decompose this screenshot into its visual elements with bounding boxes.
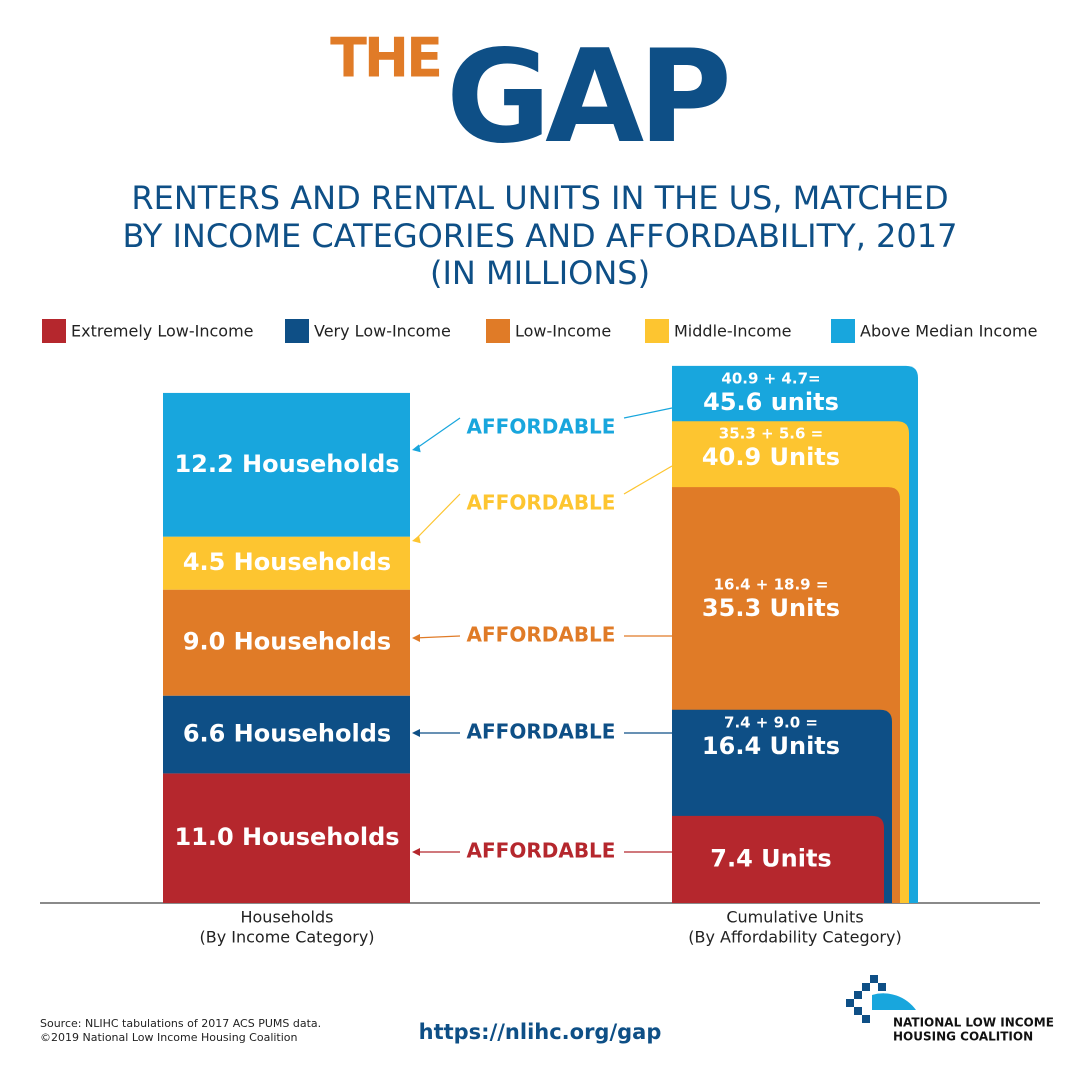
- legend-label: Low-Income: [515, 322, 611, 341]
- household-label: 12.2 Households: [174, 450, 399, 478]
- unit-formula: 7.4 + 9.0 =: [724, 713, 818, 731]
- logo-square: [854, 1007, 862, 1015]
- connector: [623, 465, 673, 495]
- household-label: 4.5 Households: [183, 548, 391, 576]
- url[interactable]: https://nlihc.org/gap: [419, 1020, 662, 1044]
- arrowhead: [412, 848, 420, 856]
- x-sublabel: (By Income Category): [199, 928, 374, 947]
- household-bar: [163, 589, 410, 696]
- logo-icon: [846, 975, 916, 1023]
- unit-label: 45.6 units: [703, 388, 839, 416]
- arrowhead: [412, 634, 420, 642]
- org-name: HOUSING COALITION: [893, 1030, 1033, 1044]
- unit-label: 35.3 Units: [702, 594, 840, 622]
- household-bar: [163, 392, 410, 537]
- legend-label: Very Low-Income: [314, 322, 451, 341]
- unit-label: 40.9 Units: [702, 443, 840, 471]
- title-the: THE: [330, 27, 440, 90]
- affordable-label: AFFORDABLE: [467, 491, 616, 515]
- legend-label: Extremely Low-Income: [71, 322, 254, 341]
- source-line: Source: NLIHC tabulations of 2017 ACS PU…: [40, 1017, 321, 1030]
- x-label: Cumulative Units: [726, 908, 863, 927]
- household-label: 6.6 Households: [183, 720, 391, 748]
- connector: [413, 417, 461, 451]
- title-gap: GAP: [446, 23, 727, 172]
- logo-square: [854, 991, 862, 999]
- logo-square: [846, 999, 854, 1007]
- subtitle-line: (IN MILLIONS): [430, 254, 650, 292]
- arrowhead: [412, 729, 420, 737]
- x-sublabel: (By Affordability Category): [688, 928, 901, 947]
- connector: [413, 493, 461, 542]
- legend-swatch: [831, 319, 855, 343]
- household-label: 11.0 Households: [174, 823, 399, 851]
- household-bar: [163, 695, 410, 774]
- subtitle-line: BY INCOME CATEGORIES AND AFFORDABILITY, …: [123, 217, 958, 255]
- legend-swatch: [285, 319, 309, 343]
- logo-square: [862, 983, 870, 991]
- unit-label: 16.4 Units: [702, 732, 840, 760]
- logo-square: [878, 983, 886, 991]
- affordable-label: AFFORDABLE: [467, 720, 616, 744]
- affordable-label: AFFORDABLE: [467, 839, 616, 863]
- logo-square: [870, 975, 878, 983]
- logo-arc: [872, 993, 916, 1010]
- unit-label: 7.4 Units: [710, 844, 831, 872]
- logo-square: [862, 1015, 870, 1023]
- connector: [413, 635, 461, 639]
- legend-label: Middle-Income: [674, 322, 792, 341]
- household-label: 9.0 Households: [183, 628, 391, 656]
- unit-formula: 16.4 + 18.9 =: [714, 576, 829, 594]
- legend-swatch: [486, 319, 510, 343]
- connector: [623, 407, 673, 419]
- unit-formula: 40.9 + 4.7=: [721, 369, 820, 387]
- legend-label: Above Median Income: [860, 322, 1037, 341]
- unit-formula: 35.3 + 5.6 =: [719, 425, 823, 443]
- unit-bar: [672, 815, 884, 903]
- x-label: Households: [240, 908, 333, 927]
- affordable-label: AFFORDABLE: [467, 623, 616, 647]
- source-line: ©2019 National Low Income Housing Coalit…: [40, 1031, 298, 1044]
- affordable-label: AFFORDABLE: [467, 415, 616, 439]
- subtitle-line: RENTERS AND RENTAL UNITS IN THE US, MATC…: [131, 179, 948, 217]
- legend-swatch: [645, 319, 669, 343]
- arrowhead: [412, 444, 421, 453]
- household-bar: [163, 773, 410, 903]
- legend-swatch: [42, 319, 66, 343]
- arrowhead: [412, 535, 421, 544]
- org-name: NATIONAL LOW INCOME: [893, 1016, 1054, 1030]
- household-bar: [163, 536, 410, 590]
